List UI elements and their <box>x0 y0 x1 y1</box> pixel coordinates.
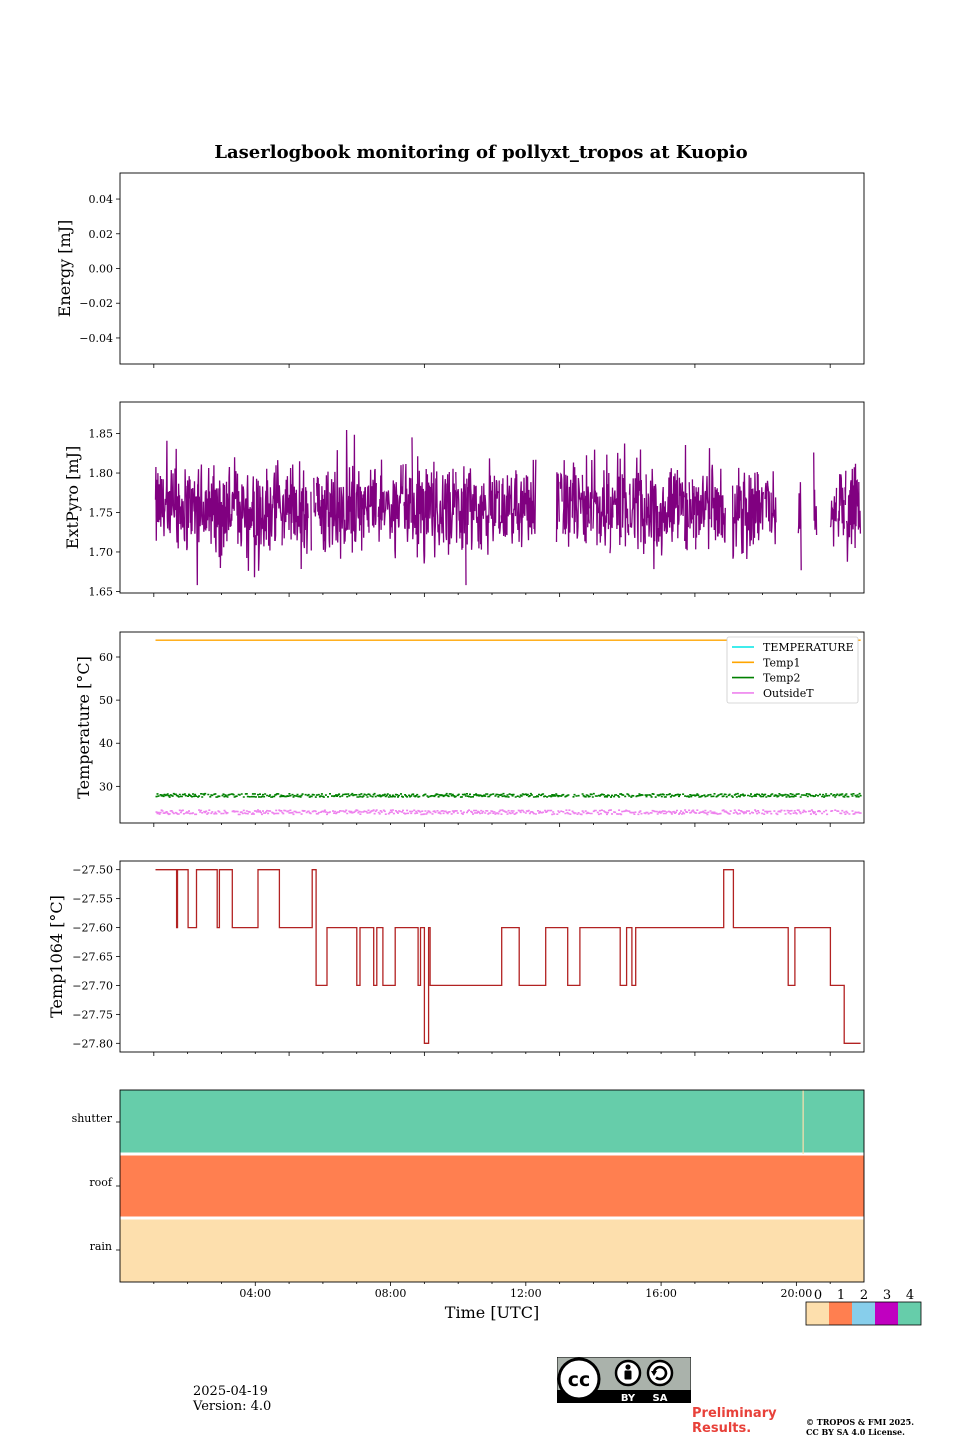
temp2-series-line <box>155 792 862 798</box>
y-tick-label: −27.60 <box>72 922 113 935</box>
svg-text:cc: cc <box>568 1369 591 1391</box>
y-tick-label: −27.80 <box>72 1037 113 1050</box>
copyright-line: © TROPOS & FMI 2025. <box>806 1417 915 1427</box>
legend-entry-label: Temp1 <box>763 656 800 669</box>
y-tick-label: −27.70 <box>72 979 113 992</box>
y-tick-label: −27.50 <box>72 864 113 877</box>
plot-frame <box>119 172 865 365</box>
plot-frame <box>119 860 865 1053</box>
y-axis-label: Temp1064 [°C] <box>47 895 66 1018</box>
y-tick-label: 60 <box>99 651 113 664</box>
extpyro-series-line <box>154 429 862 586</box>
colorbar-tick-label: 1 <box>837 1288 845 1303</box>
y-axis-label: ExtPyro [mJ] <box>63 446 82 549</box>
date-label: 2025-04-19 <box>193 1384 268 1399</box>
y-tick-label: 1.80 <box>89 467 114 480</box>
y-tick-label: 1.70 <box>89 546 114 559</box>
colorbar-swatch <box>898 1302 921 1325</box>
colorbar-swatch <box>875 1302 898 1325</box>
temp1064-series-line <box>155 869 861 1044</box>
x-tick-label: 16:00 <box>645 1287 677 1300</box>
status-row-rain <box>120 1218 864 1282</box>
copyright-notice: © TROPOS & FMI 2025. CC BY SA 4.0 Licens… <box>806 1417 914 1437</box>
legend-entry-label: TEMPERATURE <box>763 641 854 654</box>
license-sa-label: SA <box>653 1393 668 1403</box>
colorbar-swatch <box>806 1302 829 1325</box>
version-label: Version: 4.0 <box>193 1399 272 1414</box>
x-tick-label: 20:00 <box>781 1287 813 1300</box>
figure-title: Laserlogbook monitoring of pollyxt_tropo… <box>214 142 747 163</box>
colorbar-swatch <box>852 1302 875 1325</box>
y-axis-label: Energy [mJ] <box>55 220 74 318</box>
y-tick-label: 1.75 <box>89 506 114 519</box>
y-tick-label: 0.02 <box>89 228 114 241</box>
status-row-label: shutter <box>72 1112 113 1125</box>
status-row-shutter <box>120 1090 864 1154</box>
colorbar-tick-label: 3 <box>883 1288 891 1303</box>
status-row-label: rain <box>90 1240 112 1253</box>
colorbar-tick-label: 4 <box>906 1288 914 1303</box>
license-line: CC BY SA 4.0 License. <box>806 1427 905 1437</box>
legend-entry-label: Temp2 <box>763 672 800 685</box>
colorbar-tick-label: 2 <box>860 1288 868 1303</box>
legend-entry-label: OutsideT <box>763 687 814 700</box>
x-axis-label: Time [UTC] <box>445 1303 539 1322</box>
license-by-label: BY <box>621 1393 636 1403</box>
x-tick-label: 04:00 <box>239 1287 271 1300</box>
y-tick-label: −0.02 <box>79 297 113 310</box>
y-tick-label: 1.85 <box>89 428 114 441</box>
x-tick-label: 12:00 <box>510 1287 542 1300</box>
preliminary-results-label: Preliminary Results. <box>692 1406 777 1436</box>
y-tick-label: −27.55 <box>72 893 113 906</box>
y-tick-label: 40 <box>99 737 113 750</box>
status-row-label: roof <box>89 1176 113 1189</box>
y-tick-label: 30 <box>99 780 113 793</box>
outside-temp-series-line <box>155 809 862 816</box>
colorbar-tick-label: 0 <box>814 1288 822 1303</box>
y-tick-label: −0.04 <box>79 332 113 345</box>
y-tick-label: −27.65 <box>72 951 113 964</box>
y-tick-label: 0.00 <box>89 263 114 276</box>
cc-by-sa-license-icon: cc BY SA <box>557 1357 691 1403</box>
status-row-roof <box>120 1154 864 1218</box>
y-axis-label: Temperature [°C] <box>74 656 93 799</box>
colorbar-swatch <box>829 1302 852 1325</box>
y-tick-label: 1.65 <box>89 585 114 598</box>
legend-box <box>726 636 859 704</box>
y-tick-label: −27.75 <box>72 1008 113 1021</box>
y-tick-label: 50 <box>99 694 113 707</box>
x-tick-label: 08:00 <box>375 1287 407 1300</box>
colorbar-frame <box>805 1301 922 1326</box>
y-tick-label: 0.04 <box>89 193 114 206</box>
